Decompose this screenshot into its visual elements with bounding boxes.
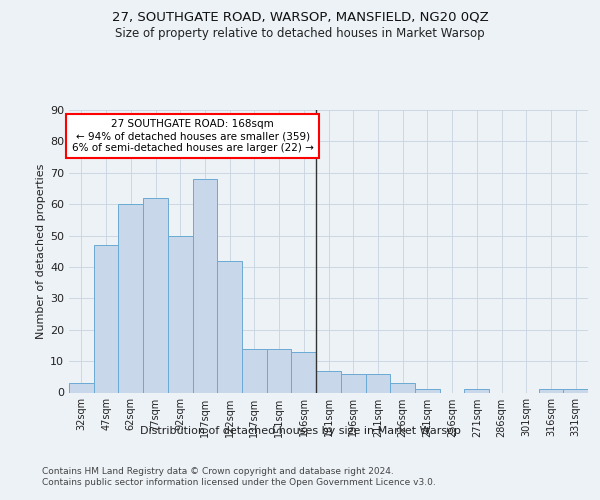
Text: Size of property relative to detached houses in Market Warsop: Size of property relative to detached ho… [115, 28, 485, 40]
Bar [118, 204, 143, 392]
Bar [365, 374, 390, 392]
Text: Distribution of detached houses by size in Market Warsop: Distribution of detached houses by size … [140, 426, 460, 436]
Text: 27, SOUTHGATE ROAD, WARSOP, MANSFIELD, NG20 0QZ: 27, SOUTHGATE ROAD, WARSOP, MANSFIELD, N… [112, 11, 488, 24]
Y-axis label: Number of detached properties: Number of detached properties [36, 164, 46, 339]
Bar [69, 383, 94, 392]
Bar [341, 374, 365, 392]
Bar [143, 198, 168, 392]
Bar [563, 390, 588, 392]
Bar [292, 352, 316, 393]
Bar [267, 348, 292, 393]
Bar [539, 390, 563, 392]
Bar [94, 245, 118, 392]
Bar [415, 390, 440, 392]
Text: 27 SOUTHGATE ROAD: 168sqm
← 94% of detached houses are smaller (359)
6% of semi-: 27 SOUTHGATE ROAD: 168sqm ← 94% of detac… [71, 120, 314, 152]
Bar [168, 236, 193, 392]
Bar [464, 390, 489, 392]
Text: Contains HM Land Registry data © Crown copyright and database right 2024.
Contai: Contains HM Land Registry data © Crown c… [42, 468, 436, 487]
Bar [316, 370, 341, 392]
Bar [193, 179, 217, 392]
Bar [390, 383, 415, 392]
Bar [217, 260, 242, 392]
Bar [242, 348, 267, 393]
